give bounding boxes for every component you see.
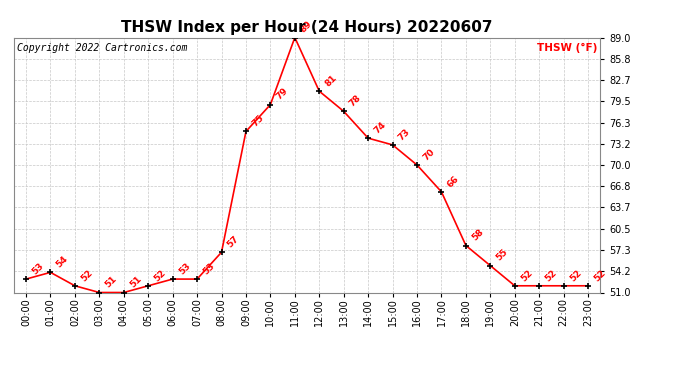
Text: 75: 75 [250,113,266,129]
Text: 54: 54 [55,254,70,270]
Text: 53: 53 [177,261,192,276]
Text: 52: 52 [79,268,95,283]
Text: 58: 58 [470,228,485,243]
Text: 66: 66 [446,174,461,189]
Text: Copyright 2022 Cartronics.com: Copyright 2022 Cartronics.com [17,43,187,52]
Text: 73: 73 [397,127,412,142]
Text: 51: 51 [128,274,143,290]
Text: 52: 52 [543,268,559,283]
Text: 55: 55 [495,248,510,263]
Text: 53: 53 [201,261,217,276]
Text: 89: 89 [299,20,314,35]
Text: 52: 52 [568,268,583,283]
Text: 53: 53 [30,261,46,276]
Text: 81: 81 [324,73,339,88]
Text: 52: 52 [519,268,534,283]
Text: 78: 78 [348,93,363,108]
Text: 70: 70 [421,147,436,162]
Text: 52: 52 [152,268,168,283]
Text: 51: 51 [104,274,119,290]
Title: THSW Index per Hour (24 Hours) 20220607: THSW Index per Hour (24 Hours) 20220607 [121,20,493,35]
Text: 57: 57 [226,234,241,249]
Text: 79: 79 [275,87,290,102]
Text: 74: 74 [373,120,388,135]
Text: THSW (°F): THSW (°F) [537,43,598,52]
Text: 52: 52 [592,268,607,283]
